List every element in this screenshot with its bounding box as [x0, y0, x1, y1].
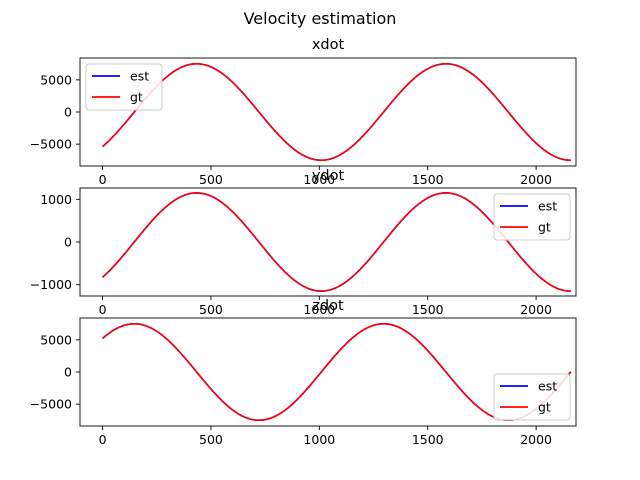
y-tick-label: −1000: [30, 277, 72, 292]
y-tick-label: 0: [64, 235, 72, 250]
x-tick-label: 0: [99, 302, 107, 317]
y-tick-label: −5000: [30, 397, 72, 412]
x-tick-label: 500: [199, 432, 223, 447]
x-tick-label: 500: [199, 172, 223, 187]
legend-label-est: est: [538, 379, 557, 394]
x-tick-label: 1000: [303, 432, 335, 447]
legend-zdot: est gt: [493, 373, 571, 421]
y-tick-label: −5000: [30, 137, 72, 152]
x-tick-label: 1000: [303, 172, 335, 187]
y-tick-label: 5000: [40, 72, 72, 87]
x-tick-label: 1500: [412, 172, 444, 187]
legend-label-est: est: [130, 69, 149, 84]
series-line-gt-zdot: [102, 322, 572, 422]
subplot-ydot: ydot 0 500 1000 1500 2000 −1000 0 1000 est gt: [30, 168, 577, 317]
legend-label-gt: gt: [538, 400, 551, 415]
legend-xdot: est gt: [85, 63, 163, 111]
y-tick-label: 5000: [40, 332, 72, 347]
x-tick-label: 500: [199, 302, 223, 317]
legend-ydot: est gt: [493, 193, 571, 241]
x-tick-label: 1500: [412, 302, 444, 317]
y-tick-label: 0: [64, 365, 72, 380]
x-tick-label: 2000: [520, 172, 552, 187]
subplot-title-xdot: xdot: [312, 37, 345, 53]
x-tick-label: 1500: [412, 432, 444, 447]
series-line-gt-ydot: [102, 192, 571, 292]
series-line-est-xdot: [102, 62, 571, 162]
subplot-title-zdot: zdot: [312, 298, 344, 314]
legend-label-est: est: [538, 199, 557, 214]
legend-label-gt: gt: [130, 90, 143, 105]
legend-label-gt: gt: [538, 220, 551, 235]
series-line-gt-xdot: [102, 62, 571, 162]
x-tick-label: 2000: [520, 432, 552, 447]
x-tick-label: 2000: [520, 302, 552, 317]
subplot-title-ydot: ydot: [312, 168, 345, 184]
y-tick-label: 0: [64, 105, 72, 120]
x-tick-label: 0: [99, 172, 107, 187]
x-tick-label: 0: [99, 432, 107, 447]
figure-suptitle: Velocity estimation: [244, 9, 397, 28]
y-tick-label: 1000: [40, 192, 72, 207]
x-tick-label: 1000: [303, 302, 335, 317]
subplot-xdot: xdot 0 500 1000 1500 2000 −5000 0 5000 est gt: [30, 37, 577, 187]
